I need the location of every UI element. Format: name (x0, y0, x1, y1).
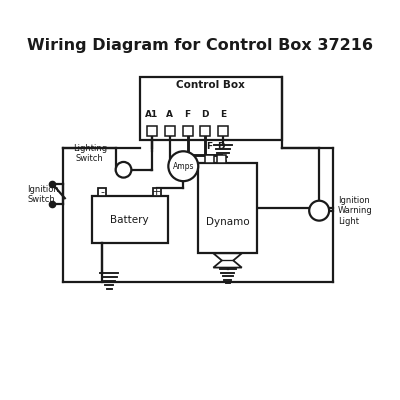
Bar (165, 126, 175, 136)
Text: A: A (166, 110, 173, 119)
Text: Ignition
Switch: Ignition Switch (28, 185, 59, 204)
Bar (182, 126, 192, 136)
Bar (218, 126, 228, 136)
Text: Lighting
Switch: Lighting Switch (73, 144, 107, 164)
Text: D: D (202, 110, 209, 119)
Bar (198, 163, 257, 253)
Text: F: F (206, 142, 213, 151)
Text: Ignition
Warning
Light: Ignition Warning Light (338, 196, 373, 226)
Bar (140, 77, 282, 140)
Circle shape (116, 162, 131, 178)
Text: Amps: Amps (172, 162, 194, 171)
Text: Wiring Diagram for Control Box 37216: Wiring Diagram for Control Box 37216 (27, 38, 373, 53)
Text: Control Box: Control Box (176, 80, 245, 90)
Bar (98, 188, 106, 196)
Text: +: + (152, 187, 161, 197)
Text: -: - (100, 187, 104, 197)
Bar (200, 126, 210, 136)
Bar (92, 196, 168, 243)
Text: D: D (218, 142, 225, 151)
Text: F: F (184, 110, 191, 119)
Circle shape (168, 151, 198, 181)
Text: A1: A1 (145, 110, 159, 119)
Bar (205, 155, 214, 163)
Polygon shape (213, 253, 242, 268)
Text: Battery: Battery (110, 214, 149, 224)
Bar (153, 188, 160, 196)
Text: Dynamo: Dynamo (206, 217, 249, 227)
Circle shape (309, 201, 329, 221)
Text: E: E (220, 110, 226, 119)
Bar (217, 155, 226, 163)
Bar (147, 126, 157, 136)
